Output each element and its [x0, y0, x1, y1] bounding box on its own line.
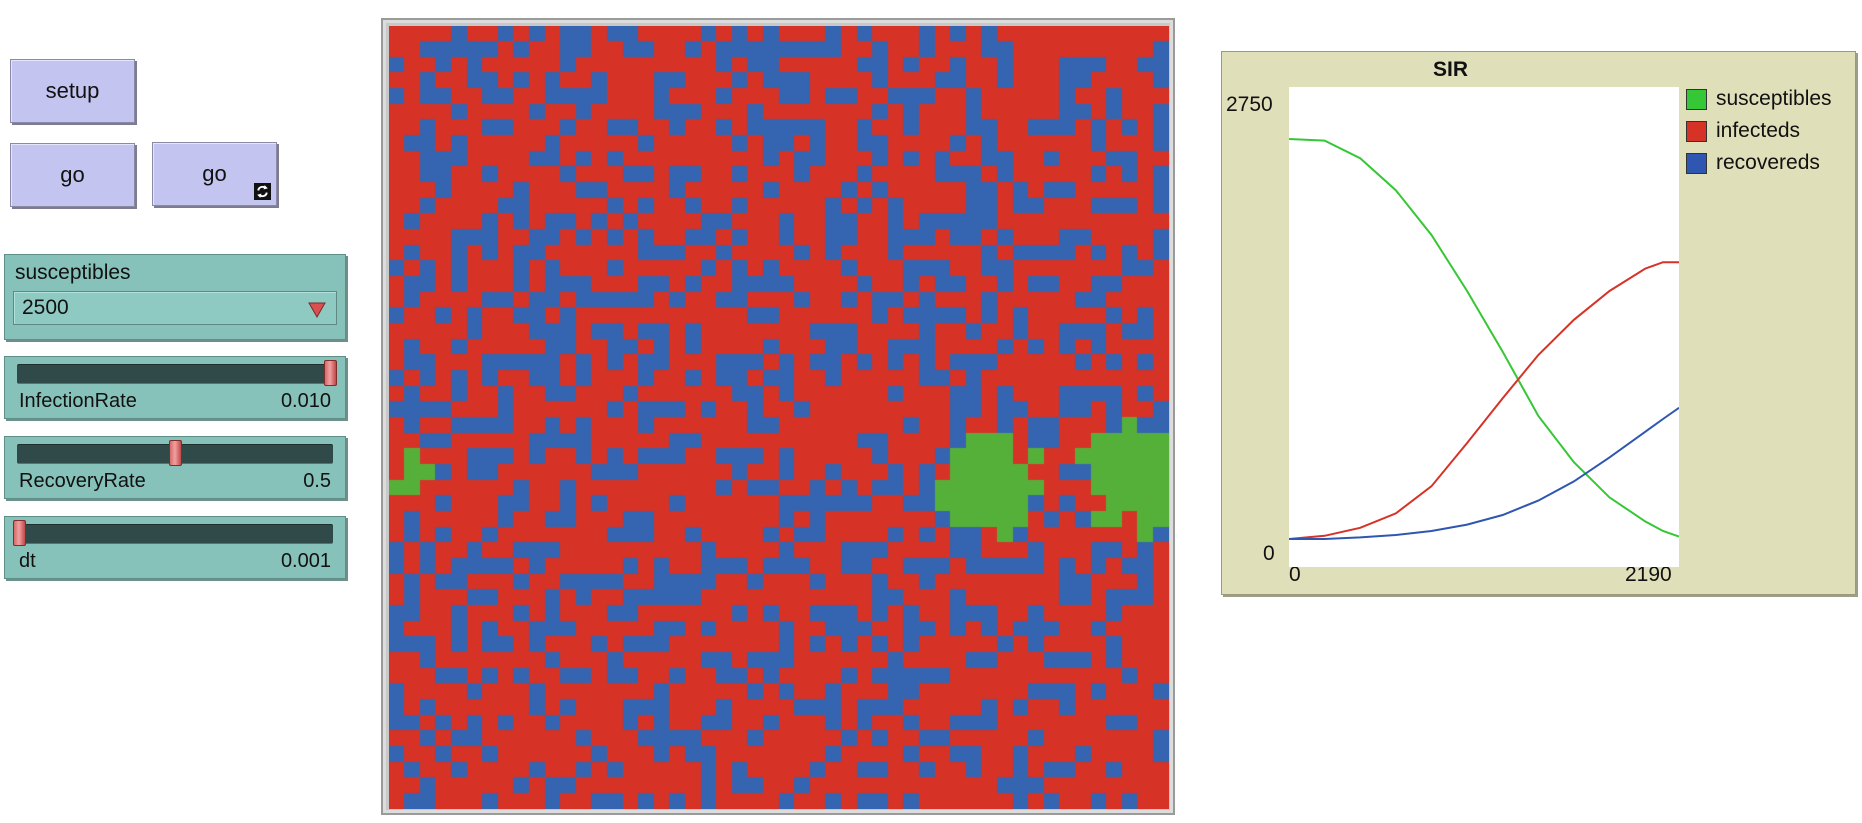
dt-slider[interactable]: dt 0.001 [4, 516, 346, 579]
series-line-recovereds [1289, 406, 1679, 540]
legend-label: recovereds [1716, 151, 1820, 174]
slider-value: 0.5 [303, 470, 331, 492]
slider-handle[interactable] [13, 520, 26, 546]
slider-value: 0.010 [280, 390, 331, 412]
slider-label: RecoveryRate [19, 470, 146, 492]
chooser-label: susceptibles [15, 261, 131, 284]
infectionrate-slider[interactable]: InfectionRate 0.010 [4, 356, 346, 419]
susceptibles-chooser[interactable]: susceptibles 2500 [4, 254, 346, 340]
series-line-susceptibles [1289, 138, 1679, 538]
world-view[interactable] [381, 18, 1175, 815]
go-once-button-label: go [60, 162, 85, 187]
dropdown-arrow-icon [308, 302, 326, 318]
legend-swatch [1686, 121, 1707, 142]
plot-background [1289, 87, 1679, 567]
world-grid[interactable] [389, 26, 1169, 809]
series-line-infecteds [1289, 261, 1679, 540]
go-forever-button-label: go [202, 161, 227, 186]
setup-button-label: setup [45, 78, 100, 103]
x-axis-max-label: 2190 [1625, 563, 1672, 586]
slider-handle[interactable] [168, 440, 182, 466]
slider-label: dt [19, 550, 36, 572]
slider-label: InfectionRate [19, 390, 137, 412]
chooser-dropdown[interactable]: 2500 [13, 291, 337, 325]
legend-label: infecteds [1716, 119, 1801, 142]
plot-title: SIR [1432, 58, 1468, 81]
slider-track[interactable] [17, 524, 333, 544]
setup-button[interactable]: setup [10, 59, 135, 123]
chooser-selected-value: 2500 [22, 296, 69, 319]
slider-value: 0.001 [280, 550, 331, 572]
slider-handle[interactable] [324, 360, 337, 386]
x-axis-min-label: 0 [1289, 563, 1301, 586]
legend-swatch [1686, 89, 1707, 110]
sir-plot: SIR 2750 0 0 2190 susceptibles infecteds… [1221, 51, 1856, 595]
forever-loop-icon [254, 183, 271, 200]
go-once-button[interactable]: go [10, 143, 135, 207]
recoveryrate-slider[interactable]: RecoveryRate 0.5 [4, 436, 346, 499]
y-axis-min-label: 0 [1263, 542, 1275, 565]
y-axis-max-label: 2750 [1226, 93, 1273, 116]
slider-track[interactable] [17, 364, 333, 384]
legend-swatch [1686, 153, 1707, 174]
plot-area [1289, 87, 1679, 567]
go-forever-button[interactable]: go [152, 142, 277, 206]
legend-label: susceptibles [1716, 87, 1832, 110]
